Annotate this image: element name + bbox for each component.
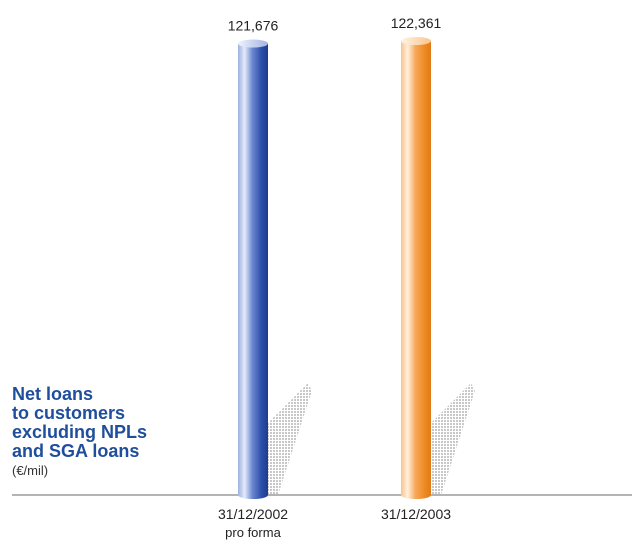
value-label: 121,676 xyxy=(228,18,279,34)
bar-top-cap xyxy=(238,39,268,48)
chart-title-line-1: Net loans xyxy=(12,384,94,404)
category-sublabel: pro forma xyxy=(225,525,281,540)
category-label: 31/12/2003 xyxy=(381,506,451,522)
chart-title-line-4: and SGA loans xyxy=(12,441,140,461)
chart-title-line-3: excluding NPLs xyxy=(12,422,148,442)
category-label: 31/12/2002 xyxy=(218,506,288,522)
bar xyxy=(401,41,431,495)
bar xyxy=(238,43,268,496)
bar-top-cap xyxy=(401,37,431,45)
bar-shadow xyxy=(429,383,475,495)
bar-shadow xyxy=(266,383,312,495)
labels: 121,676 31/12/2002 pro forma 122,361 31/12/2… xyxy=(218,15,451,540)
bar-shadows xyxy=(266,383,475,495)
chart-title-line-2: to customers xyxy=(12,403,126,423)
chart-title: Net loans to customers excluding NPLs an… xyxy=(12,385,147,461)
bars xyxy=(238,37,431,499)
chart-unit-label: (€/mil) xyxy=(12,463,49,478)
bar-bottom-cap xyxy=(401,491,431,499)
value-label: 122,361 xyxy=(391,15,442,31)
bar-bottom-cap xyxy=(238,491,268,499)
